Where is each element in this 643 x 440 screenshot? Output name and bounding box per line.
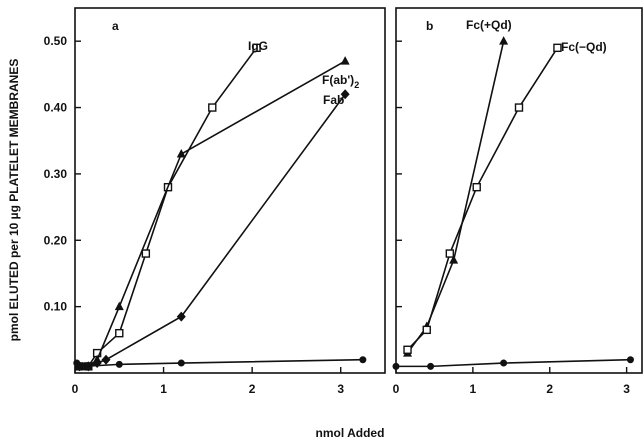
data-point [340, 89, 350, 100]
data-point [499, 36, 509, 45]
data-point [427, 362, 435, 370]
series-fc-qd-b: Fc(+Qd) [403, 18, 512, 357]
series-igg-a: IgG [75, 39, 268, 371]
y-axis-label: pmol ELUTED per 10 µg PLATELET MEMBRANES [7, 59, 21, 342]
data-point [176, 149, 186, 158]
x-tick-label: 3 [623, 382, 630, 396]
series-fc-qd-b: Fc(−Qd) [403, 40, 607, 354]
data-point [403, 345, 412, 354]
data-point [101, 354, 111, 365]
series-label: Fc(−Qd) [561, 40, 607, 54]
series-f-ab-2-a: F(ab')2 [74, 56, 359, 370]
panel-a: a 0 1 2 3 0.10 0.20 0.30 0.40 0.50 IgG F(ab')2 Fab [44, 7, 386, 396]
data-point [472, 182, 481, 192]
data-point [340, 56, 350, 65]
x-tick-label: 2 [249, 382, 256, 396]
y-tick-label: 0.10 [44, 300, 68, 314]
x-tick-label: 0 [393, 382, 400, 396]
panel-label-a: a [112, 19, 119, 33]
x-tick-label: 1 [160, 382, 167, 396]
x-axis-label: nmol Added [316, 426, 385, 440]
data-point [115, 328, 124, 338]
x-tick-label: 0 [72, 382, 79, 396]
data-point [208, 103, 217, 112]
x-tick-label: 3 [337, 382, 344, 396]
series-baseline-a [73, 356, 367, 370]
data-point [445, 249, 455, 258]
y-tick-label: 0.50 [44, 34, 68, 48]
data-point [553, 43, 562, 53]
data-point [141, 249, 151, 258]
series-label: IgG [248, 39, 268, 53]
x-tick-label: 1 [470, 382, 477, 396]
series-line [406, 47, 559, 351]
series-line [406, 41, 505, 354]
y-tick-label: 0.40 [44, 101, 68, 115]
data-point [115, 360, 123, 368]
series-label: Fab [323, 93, 344, 107]
data-point [500, 359, 508, 367]
data-point [80, 362, 88, 370]
data-point [626, 356, 634, 364]
data-point [359, 356, 367, 364]
data-point [422, 325, 431, 335]
data-point [514, 103, 524, 112]
plot-frame-a [74, 7, 386, 374]
series-label: Fc(+Qd) [466, 18, 512, 32]
series-line [396, 358, 631, 368]
y-tick-label: 0.20 [44, 233, 68, 247]
data-point [449, 255, 459, 264]
y-tick-label: 0.30 [44, 167, 68, 181]
series-label: F(ab')2 [322, 73, 359, 90]
series-line [79, 93, 346, 368]
plot-frame-b [395, 7, 643, 374]
series-line [79, 47, 258, 368]
data-point [176, 311, 186, 322]
panel-label-b: b [426, 19, 433, 33]
panel-b: b 0 1 2 3 Fc(+Qd) Fc(−Qd) [392, 7, 643, 396]
data-point [73, 359, 81, 367]
data-point [252, 43, 261, 53]
data-point [177, 359, 185, 367]
data-point [392, 362, 400, 370]
series-baseline-b [392, 356, 634, 370]
data-point [114, 301, 124, 311]
x-tick-label: 2 [546, 382, 553, 396]
